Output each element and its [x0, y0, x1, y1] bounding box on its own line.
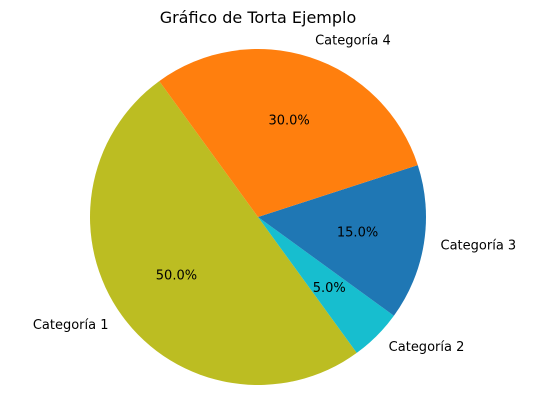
chart-title: Gráfico de Torta Ejemplo — [160, 8, 357, 27]
pct-label-categoria-2: 5.0% — [313, 281, 346, 296]
category-label-categoria-4: Categoría 4 — [315, 34, 391, 49]
category-label-categoria-2: Categoría 2 — [389, 340, 465, 355]
pct-label-categoria-1: 50.0% — [156, 269, 197, 284]
category-label-categoria-1: Categoría 1 — [33, 318, 109, 333]
pie-slice-categoria-3 — [258, 165, 426, 316]
pie-slices — [90, 49, 426, 386]
pie-labels: 50.0% Categoría 1 5.0% Categoría 2 15.0% Cate… — [33, 34, 516, 355]
pie-slice-categoria-2 — [258, 217, 394, 353]
pct-label-categoria-3: 15.0% — [337, 225, 378, 240]
category-label-categoria-3: Categoría 3 — [441, 238, 517, 253]
pie-slice-categoria-4 — [159, 49, 418, 217]
pct-label-categoria-4: 30.0% — [268, 114, 309, 129]
pie-slice-categoria-1 — [90, 81, 357, 386]
